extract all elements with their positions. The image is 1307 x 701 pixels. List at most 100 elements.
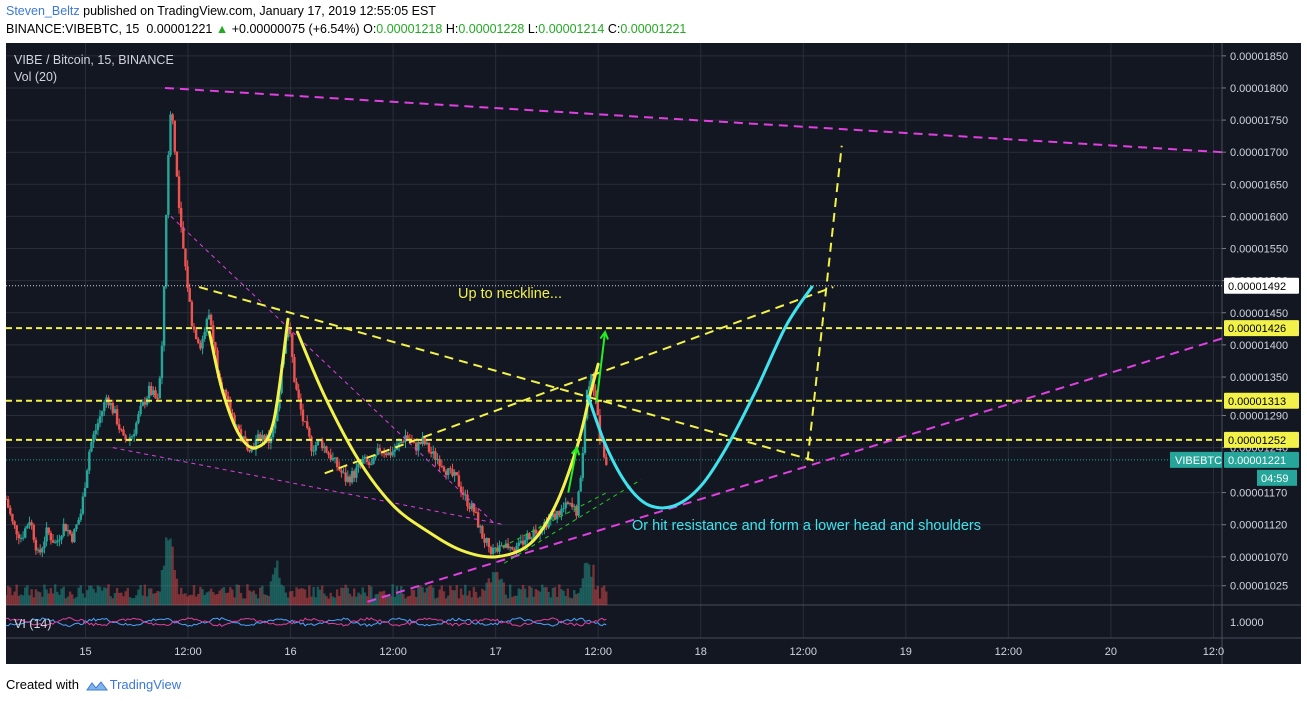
chart-svg[interactable]: 0.00001850 0.00001800 0.00001750 0.00001700… bbox=[6, 43, 1301, 664]
candle-body bbox=[374, 454, 377, 458]
vortex-indicator-legend[interactable]: VI (14) bbox=[14, 617, 52, 631]
volume-bar bbox=[261, 585, 264, 605]
candle-body bbox=[425, 442, 429, 445]
candle-body bbox=[11, 514, 14, 522]
candle-body bbox=[562, 508, 565, 510]
created-with-text: Created with bbox=[6, 677, 79, 692]
candle-body bbox=[459, 486, 463, 493]
candle-body bbox=[13, 521, 16, 526]
tradingview-link[interactable]: TradingView bbox=[109, 677, 182, 692]
volume-bar bbox=[56, 591, 59, 605]
volume-bar bbox=[280, 584, 283, 605]
candle-body bbox=[113, 409, 117, 414]
volume-bar bbox=[26, 585, 29, 605]
candle-body bbox=[85, 470, 89, 488]
volume-bar bbox=[600, 587, 604, 605]
volume-bar bbox=[6, 595, 8, 605]
volume-bar bbox=[269, 581, 273, 605]
candle-body bbox=[254, 439, 258, 450]
candle-body bbox=[248, 449, 251, 452]
volume-bar bbox=[340, 587, 343, 605]
price-tick-label: 0.00001350 bbox=[1230, 372, 1288, 384]
time-tick-label: 15 bbox=[79, 646, 91, 658]
volume-bar bbox=[481, 588, 484, 605]
open-value: 0.00001218 bbox=[376, 22, 443, 36]
author-link[interactable]: Steven_Beltz bbox=[6, 4, 80, 18]
volume-bar bbox=[92, 588, 95, 605]
volume-bar bbox=[348, 593, 352, 605]
candle-body bbox=[350, 471, 354, 483]
time-tick-label: 12:00 bbox=[379, 646, 407, 658]
candle-body bbox=[165, 214, 168, 287]
volume-bar bbox=[147, 588, 151, 605]
candle-body bbox=[432, 451, 435, 454]
volume-bar bbox=[577, 592, 580, 605]
volume-bar bbox=[491, 571, 495, 605]
price-label-box bbox=[1224, 277, 1299, 294]
candle-body bbox=[316, 440, 320, 446]
price-tick-label: 0.00001850 bbox=[1230, 51, 1288, 63]
candle-body bbox=[71, 533, 74, 542]
volume-bar bbox=[421, 587, 424, 605]
volume-bar bbox=[68, 591, 72, 605]
volume-bar bbox=[162, 565, 166, 605]
candle-body bbox=[177, 176, 181, 209]
volume-bar bbox=[432, 587, 435, 605]
volume-bar bbox=[378, 591, 382, 605]
volume-bar bbox=[423, 592, 426, 605]
candle-body bbox=[508, 547, 512, 549]
candle-body bbox=[167, 154, 170, 215]
candle-body bbox=[203, 332, 206, 339]
candle-body bbox=[348, 476, 352, 483]
volume-bar bbox=[145, 596, 149, 605]
price-tick-label: 0.00001450 bbox=[1230, 308, 1288, 320]
chart-panel[interactable]: 0.00001850 0.00001800 0.00001750 0.00001700… bbox=[6, 43, 1301, 664]
volume-bar bbox=[551, 587, 555, 605]
volume-bar bbox=[17, 595, 21, 605]
candle-body bbox=[310, 436, 313, 452]
candle-body bbox=[98, 416, 102, 424]
candle-body bbox=[400, 441, 403, 443]
candle-body bbox=[205, 319, 209, 333]
volume-bar bbox=[143, 584, 147, 605]
volume-bar bbox=[523, 588, 527, 605]
candle-body bbox=[62, 523, 65, 536]
candle-body bbox=[143, 401, 147, 405]
volume-legend[interactable]: Vol (20) bbox=[14, 70, 58, 84]
candle-body bbox=[355, 467, 358, 478]
trendline-drawing bbox=[495, 492, 607, 551]
volume-bar bbox=[564, 595, 567, 605]
candle-body bbox=[94, 430, 97, 435]
candle-body bbox=[188, 288, 191, 302]
volume-bar bbox=[376, 594, 379, 605]
candle-body bbox=[128, 437, 132, 441]
volume-bar bbox=[218, 590, 221, 605]
volume-bar bbox=[19, 594, 23, 605]
candle-body bbox=[175, 151, 179, 177]
volume-bar bbox=[160, 570, 164, 605]
candle-body bbox=[152, 390, 155, 395]
volume-bar bbox=[476, 597, 480, 605]
candle-body bbox=[124, 435, 127, 441]
chart-symbol-legend[interactable]: VIBE / Bitcoin, 15, BINANCE bbox=[14, 53, 174, 67]
resistance-annotation: Or hit resistance and form a lower head … bbox=[632, 518, 981, 534]
candle-body bbox=[365, 456, 369, 462]
candle-body bbox=[293, 357, 296, 383]
volume-bar bbox=[318, 589, 322, 605]
volume-bar bbox=[547, 592, 550, 605]
volume-bar bbox=[239, 592, 243, 605]
candle-body bbox=[81, 496, 85, 514]
trendline-drawing bbox=[170, 216, 496, 526]
volume-bar bbox=[397, 593, 401, 605]
volume-bar bbox=[312, 587, 315, 605]
volume-bar bbox=[536, 590, 540, 605]
volume-bar bbox=[457, 598, 461, 605]
volume-bar bbox=[120, 592, 123, 605]
candle-body bbox=[573, 506, 576, 508]
volume-bar bbox=[408, 595, 411, 605]
volume-bar bbox=[573, 590, 576, 605]
candle-body bbox=[179, 208, 183, 228]
published-text: published on TradingView.com, January 17… bbox=[83, 4, 436, 18]
price-label-box bbox=[1224, 451, 1299, 468]
volume-bar bbox=[515, 595, 518, 605]
